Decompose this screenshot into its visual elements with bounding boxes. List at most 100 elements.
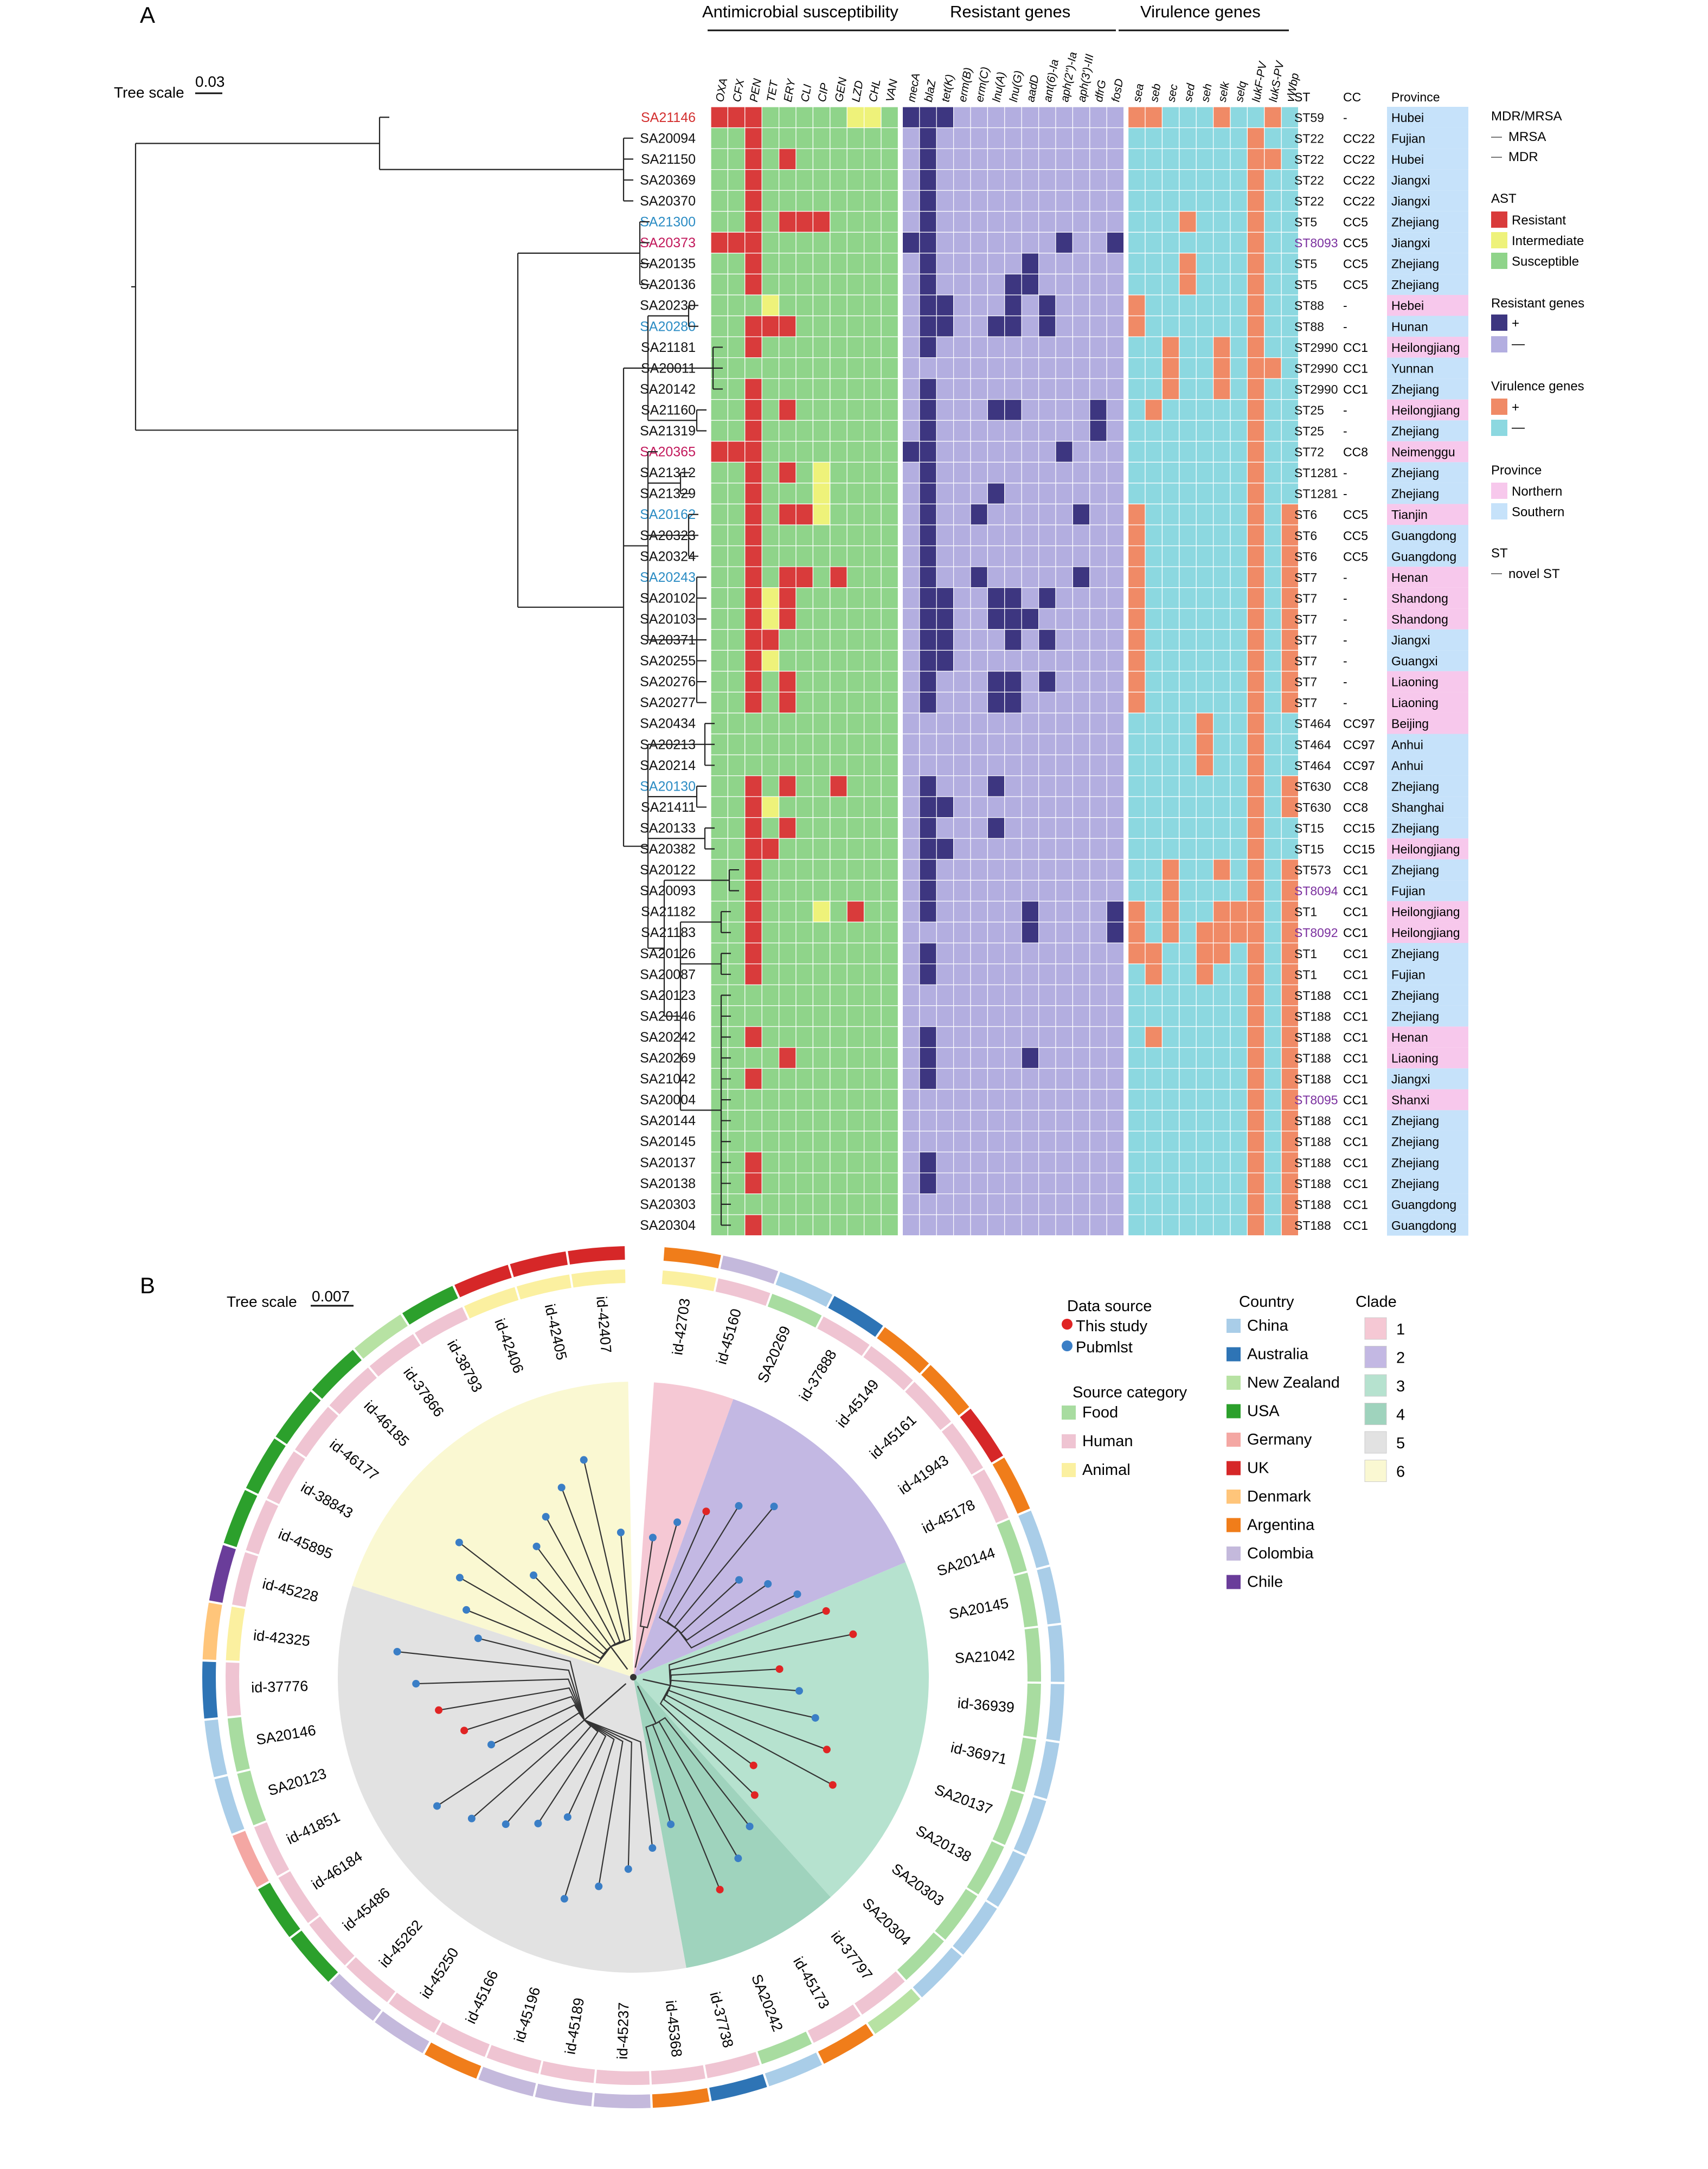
res-gene-cell — [1004, 420, 1022, 442]
ast-cell — [795, 942, 813, 965]
vir-gene-cell — [1247, 650, 1265, 672]
vir-gene-cell — [1213, 942, 1231, 965]
clade-label: 1 — [1396, 1321, 1405, 1338]
vir-gene-cell — [1230, 1047, 1248, 1069]
ast-cell — [830, 775, 847, 797]
ast-cell — [761, 963, 780, 985]
res-gene-cell — [919, 859, 937, 881]
res-gene-cell — [1021, 713, 1039, 735]
ast-cell — [846, 608, 865, 630]
res-gene-cell — [1055, 880, 1073, 902]
ast-cell — [744, 921, 762, 944]
ast-cell — [881, 901, 898, 923]
vir-gene-cell — [1196, 127, 1214, 149]
res-gene-cell — [1021, 378, 1039, 400]
res-gene-cell — [1055, 691, 1073, 714]
source-ring-segment — [997, 1519, 1027, 1575]
vir-gene-cell — [1281, 775, 1299, 797]
res-gene-cell — [1055, 106, 1073, 129]
source-ring-segment — [757, 2031, 812, 2064]
vir-gene-cell — [1196, 587, 1214, 609]
column-header: mecA — [905, 72, 922, 103]
ast-cell — [863, 1151, 882, 1173]
res-gene-cell — [902, 503, 920, 525]
res-gene-cell — [1055, 1214, 1073, 1236]
res-gene-cell — [902, 691, 920, 714]
res-gene-cell — [902, 190, 920, 212]
res-gene-cell — [987, 273, 1005, 296]
vir-gene-cell — [1247, 1047, 1265, 1069]
vir-gene-cell — [1161, 461, 1180, 484]
isolate-label: SA20324 — [640, 549, 696, 564]
ast-cell — [744, 294, 762, 317]
res-gene-cell — [987, 315, 1005, 337]
ast-cell — [761, 629, 780, 651]
ast-cell — [846, 315, 865, 337]
res-gene-cell — [919, 232, 937, 254]
cc-label: CC97 — [1343, 737, 1375, 752]
res-gene-cell — [1021, 1172, 1039, 1195]
isolate-label: SA20434 — [640, 716, 696, 731]
res-gene-cell — [1089, 357, 1107, 379]
vir-gene-cell — [1196, 190, 1214, 212]
ast-cell — [812, 545, 831, 567]
column-header: LZD — [850, 80, 866, 103]
isolate-label: SA20093 — [640, 883, 696, 899]
vir-gene-cell — [1179, 1193, 1197, 1215]
ast-cell — [830, 587, 847, 609]
res-gene-cell — [1089, 901, 1107, 923]
legend-country-title: Country — [1239, 1293, 1294, 1311]
res-gene-cell — [1021, 1005, 1039, 1027]
res-gene-cell — [1089, 691, 1107, 714]
isolate-label: SA20137 — [640, 1155, 696, 1170]
legend-northern-swatch — [1491, 483, 1507, 499]
vir-gene-cell — [1196, 1089, 1214, 1111]
res-gene-cell — [902, 1068, 920, 1090]
vir-gene-cell — [1230, 483, 1248, 505]
vir-gene-cell — [1179, 1151, 1197, 1173]
ast-cell — [812, 1193, 831, 1215]
province-cell — [1387, 985, 1468, 1006]
res-gene-cell — [1004, 232, 1022, 254]
res-gene-cell — [902, 796, 920, 818]
st-label: ST188 — [1294, 1051, 1331, 1066]
ast-cell — [863, 148, 882, 170]
ast-cell — [863, 775, 882, 797]
column-header: seb — [1148, 82, 1164, 103]
res-gene-cell — [1021, 963, 1039, 985]
vir-gene-cell — [1161, 1172, 1180, 1195]
vir-gene-cell — [1128, 1068, 1146, 1090]
vir-gene-cell — [1179, 1172, 1197, 1195]
res-gene-cell — [919, 775, 937, 797]
vir-gene-cell — [1145, 315, 1163, 337]
res-gene-cell — [936, 1047, 954, 1069]
ast-cell — [846, 1172, 865, 1195]
source-ring-segment — [329, 1367, 377, 1415]
vir-gene-cell — [1161, 1068, 1180, 1090]
vir-gene-cell — [1247, 629, 1265, 651]
column-header: tet(K) — [939, 73, 956, 103]
vir-gene-cell — [1179, 859, 1197, 881]
vir-gene-cell — [1247, 190, 1265, 212]
res-gene-cell — [987, 942, 1005, 965]
country-swatch — [1227, 1461, 1241, 1475]
ast-cell — [846, 859, 865, 881]
vir-gene-cell — [1281, 503, 1299, 525]
country-ring-segment — [246, 1438, 286, 1494]
ast-cell — [744, 524, 762, 547]
st-label: ST188 — [1294, 1114, 1331, 1128]
vir-gene-cell — [1179, 1089, 1197, 1111]
vir-gene-cell — [1145, 420, 1163, 442]
res-gene-cell — [953, 963, 971, 985]
leaf-label: id-41943 — [895, 1452, 951, 1498]
ast-cell — [863, 106, 882, 129]
legend-mdr: MDR — [1508, 150, 1538, 164]
legend-source-title: Source category — [1073, 1384, 1187, 1401]
column-header: CHL — [867, 78, 883, 102]
ast-cell — [710, 566, 728, 588]
res-gene-cell — [970, 461, 988, 484]
ast-cell — [710, 671, 728, 692]
ast-cell — [863, 357, 882, 379]
res-gene-cell — [1038, 566, 1056, 588]
vir-gene-cell — [1196, 461, 1214, 484]
